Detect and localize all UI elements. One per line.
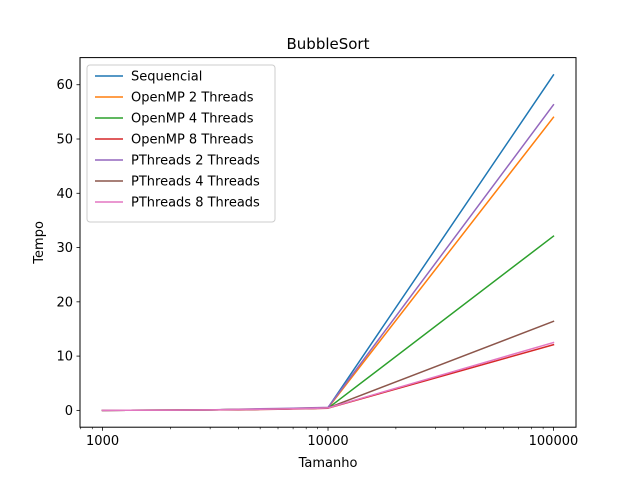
y-tick-label: 50 bbox=[56, 133, 73, 148]
legend-label: OpenMP 2 Threads bbox=[131, 91, 254, 106]
legend-label: Sequencial bbox=[131, 70, 202, 85]
legend-label: PThreads 2 Threads bbox=[131, 154, 260, 169]
y-tick-label: 60 bbox=[56, 78, 73, 93]
y-axis-label: Tempo bbox=[32, 221, 47, 265]
chart-title: BubbleSort bbox=[287, 35, 370, 53]
plot-lines bbox=[101, 73, 555, 412]
legend: Sequencial OpenMP 2 Threads OpenMP 4 Threa… bbox=[86, 64, 276, 223]
y-axis-ticks: 0 10 20 30 40 50 60 bbox=[56, 78, 80, 419]
y-tick-label: 0 bbox=[65, 404, 73, 419]
legend-label: PThreads 4 Threads bbox=[131, 175, 260, 190]
legend-label: OpenMP 4 Threads bbox=[131, 112, 254, 127]
series-line-6 bbox=[101, 341, 555, 412]
x-tick-label: 100000 bbox=[529, 434, 579, 449]
y-tick-label: 30 bbox=[56, 241, 73, 256]
legend-box bbox=[86, 64, 276, 223]
y-tick-label: 10 bbox=[56, 350, 73, 365]
x-axis-ticks: 1000 10000 100000 bbox=[80, 427, 579, 449]
legend-label: PThreads 8 Threads bbox=[131, 196, 260, 211]
legend-label: OpenMP 8 Threads bbox=[131, 133, 254, 148]
x-tick-label: 1000 bbox=[86, 434, 119, 449]
x-tick-label: 10000 bbox=[307, 434, 348, 449]
x-axis-label: Tamanho bbox=[298, 456, 358, 471]
y-tick-label: 20 bbox=[56, 295, 73, 310]
y-tick-label: 40 bbox=[56, 187, 73, 202]
